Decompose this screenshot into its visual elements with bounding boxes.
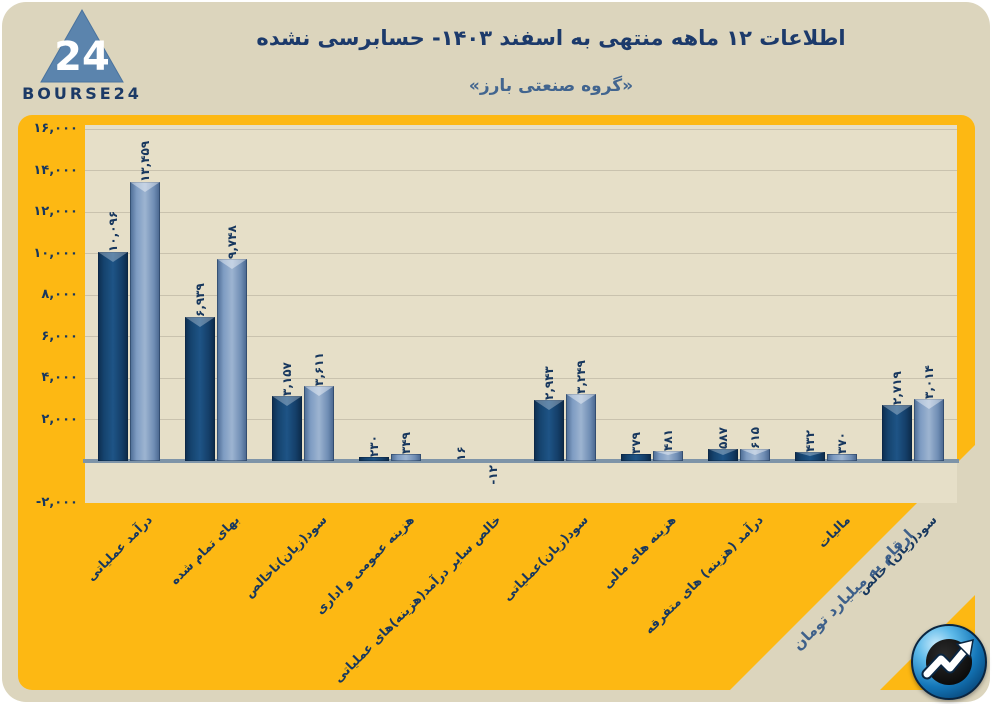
bar-value-label: ۳,۰۱۴ [922, 365, 937, 399]
bar-top-highlight [533, 400, 564, 411]
bar-series-dark-blue [272, 395, 302, 462]
bar-series-light-blue [129, 181, 160, 462]
bar-value-label: ۶,۹۳۹ [192, 283, 207, 318]
gridline [85, 336, 957, 338]
plot-area [85, 125, 957, 503]
bar-value-label: ۱۳,۴۵۹ [137, 140, 152, 182]
y-axis-tick-label: ۲,۰۰۰ [41, 411, 78, 427]
bar-series-dark-blue [184, 317, 215, 462]
bar-series-dark-blue [533, 400, 564, 462]
bar-value-label: ۵۸۷ [716, 427, 730, 450]
gridline [85, 377, 957, 379]
bar-value-label: ۳,۲۴۹ [573, 360, 588, 394]
bar-series-light-blue [216, 259, 247, 462]
bourse24-logo-text: BOURSE24 [22, 84, 142, 103]
bar-value-label: ۳,۶۱۱ [312, 352, 326, 387]
bar-series-light-blue [652, 451, 683, 462]
bar-top-highlight [304, 386, 334, 397]
trend-arrow-icon [921, 638, 974, 680]
bar-series-light-blue [391, 454, 422, 462]
bar-value-label: ۳۷۰ [835, 431, 850, 454]
trend-arrow-badge-icon [911, 624, 987, 700]
zero-axis-line [83, 459, 959, 464]
y-axis-tick-label: -۲,۰۰۰ [35, 495, 78, 510]
svg-text:24: 24 [54, 34, 110, 80]
bar-value-label: ۳,۱۵۷ [280, 362, 294, 396]
bar-value-label: ۳۷۹ [628, 431, 643, 454]
bar-value-label: ۲,۹۴۳ [541, 366, 556, 401]
gridline [85, 419, 957, 421]
y-axis-tick-label: ۱۶,۰۰۰ [33, 121, 78, 137]
gridline [85, 211, 957, 213]
bar-value-label: ۴۸۱ [660, 429, 675, 452]
bar-top-highlight [97, 251, 128, 262]
bar-series-light-blue [914, 398, 945, 462]
bourse24-logo-triangle-icon: 24 [40, 8, 124, 83]
bar-series-light-blue [304, 386, 334, 462]
bar-value-label: ۱۰,۰۹۶ [105, 210, 120, 252]
bar-value-label: ۲,۷۱۹ [890, 371, 905, 405]
bar-top-highlight [795, 452, 826, 457]
chart-title: اطلاعات ۱۲ ماهه منتهی به اسفند ۱۴۰۳- حسا… [256, 26, 846, 50]
bar-series-dark-blue [795, 452, 826, 462]
bar-series-dark-blue [620, 453, 651, 462]
bar-top-highlight [914, 398, 945, 409]
corner-diagonal-band [730, 445, 975, 690]
bar-value-label: ۲۳۰ [367, 434, 382, 457]
bar-top-highlight [184, 317, 215, 328]
y-axis-tick-label: ۱۴,۰۰۰ [33, 162, 78, 178]
bar-value-label: ۹,۷۴۸ [224, 225, 239, 259]
y-axis-tick-label: ۸,۰۰۰ [41, 287, 78, 303]
bar-top-highlight [272, 395, 302, 406]
gridline [85, 253, 957, 255]
y-axis-tick-label: ۱۰,۰۰۰ [33, 245, 78, 261]
bar-top-highlight [216, 259, 247, 269]
y-axis-tick-label: ۶,۰۰۰ [41, 328, 78, 344]
bar-series-dark-blue [359, 456, 390, 462]
gridline [85, 170, 957, 172]
bar-series-light-blue [565, 393, 596, 462]
bar-value-label: ۴۳۲ [803, 430, 818, 453]
bar-top-highlight [708, 449, 738, 456]
bourse24-logo: 24 BOURSE24 [18, 8, 146, 112]
bar-top-highlight [882, 404, 913, 415]
bar-top-highlight [129, 181, 160, 192]
bar-top-highlight [652, 451, 683, 456]
bar-series-dark-blue [882, 404, 913, 462]
gridline [85, 128, 957, 130]
bar-series-light-blue [740, 448, 770, 462]
bar-series-dark-blue [708, 449, 738, 462]
bar-top-highlight [565, 393, 596, 404]
bar-value-label: ۳۴۹ [399, 432, 414, 455]
bar-value-label: ۶۱۵ [748, 426, 762, 449]
bar-series-light-blue [827, 453, 858, 462]
bar-series-dark-blue [97, 251, 128, 462]
chart-subtitle: «گروه صنعتی بارز» [468, 76, 634, 96]
y-axis-tick-label: ۱۲,۰۰۰ [33, 204, 78, 220]
bar-top-highlight [740, 448, 770, 455]
y-axis-tick-label: ۴,۰۰۰ [41, 370, 78, 386]
gridline [85, 294, 957, 296]
bar-value-label: ۱۶ [454, 446, 469, 462]
